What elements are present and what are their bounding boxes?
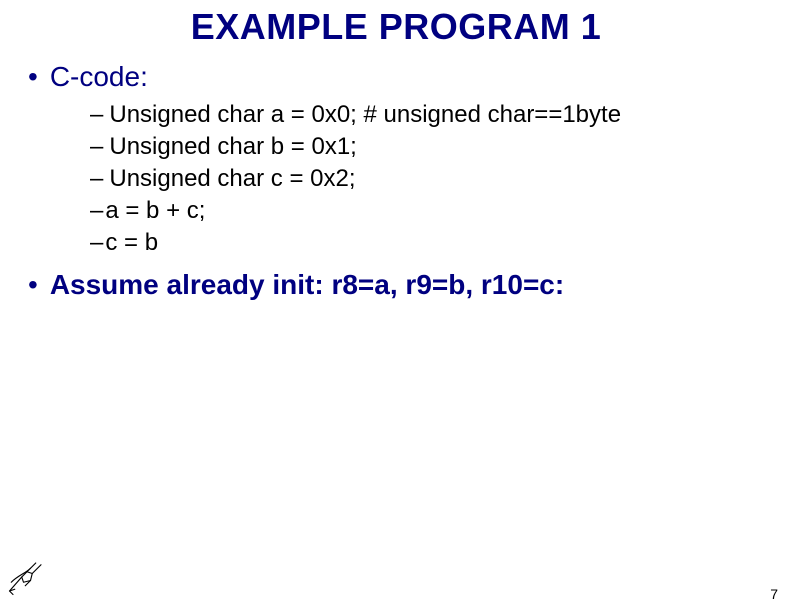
code-line: a = b + c; [105, 196, 205, 226]
bullet-assume-init: • Assume already init: r8=a, r9=b, r10=c… [28, 268, 752, 302]
code-line: Unsigned char a = 0x0; # unsigned char==… [109, 100, 621, 130]
dash-icon: – [90, 100, 103, 130]
slide: EXAMPLE PROGRAM 1 • C-code: – Unsigned c… [0, 0, 792, 612]
page-number: 7 [770, 586, 778, 602]
slide-title: EXAMPLE PROGRAM 1 [0, 0, 792, 48]
list-item: – a = b + c; [90, 196, 752, 226]
bullet-dot-icon: • [28, 60, 38, 94]
code-line: Unsigned char b = 0x1; [109, 132, 357, 162]
slide-body: • C-code: – Unsigned char a = 0x0; # uns… [0, 48, 792, 302]
code-line: c = b [105, 228, 158, 258]
code-line: Unsigned char c = 0x2; [109, 164, 355, 194]
list-item: – c = b [90, 228, 752, 258]
list-item: – Unsigned char b = 0x1; [90, 132, 752, 162]
hand-writing-icon [6, 556, 48, 598]
bullet-label: C-code: [50, 60, 148, 94]
sublist-ccode: – Unsigned char a = 0x0; # unsigned char… [28, 94, 752, 258]
list-item: – Unsigned char a = 0x0; # unsigned char… [90, 100, 752, 130]
list-item: – Unsigned char c = 0x2; [90, 164, 752, 194]
bullet-ccode: • C-code: [28, 60, 752, 94]
dash-icon: – [90, 196, 103, 226]
dash-icon: – [90, 164, 103, 194]
bullet-dot-icon: • [28, 268, 38, 302]
bullet-label: Assume already init: r8=a, r9=b, r10=c: [50, 268, 564, 302]
dash-icon: – [90, 228, 103, 258]
dash-icon: – [90, 132, 103, 162]
